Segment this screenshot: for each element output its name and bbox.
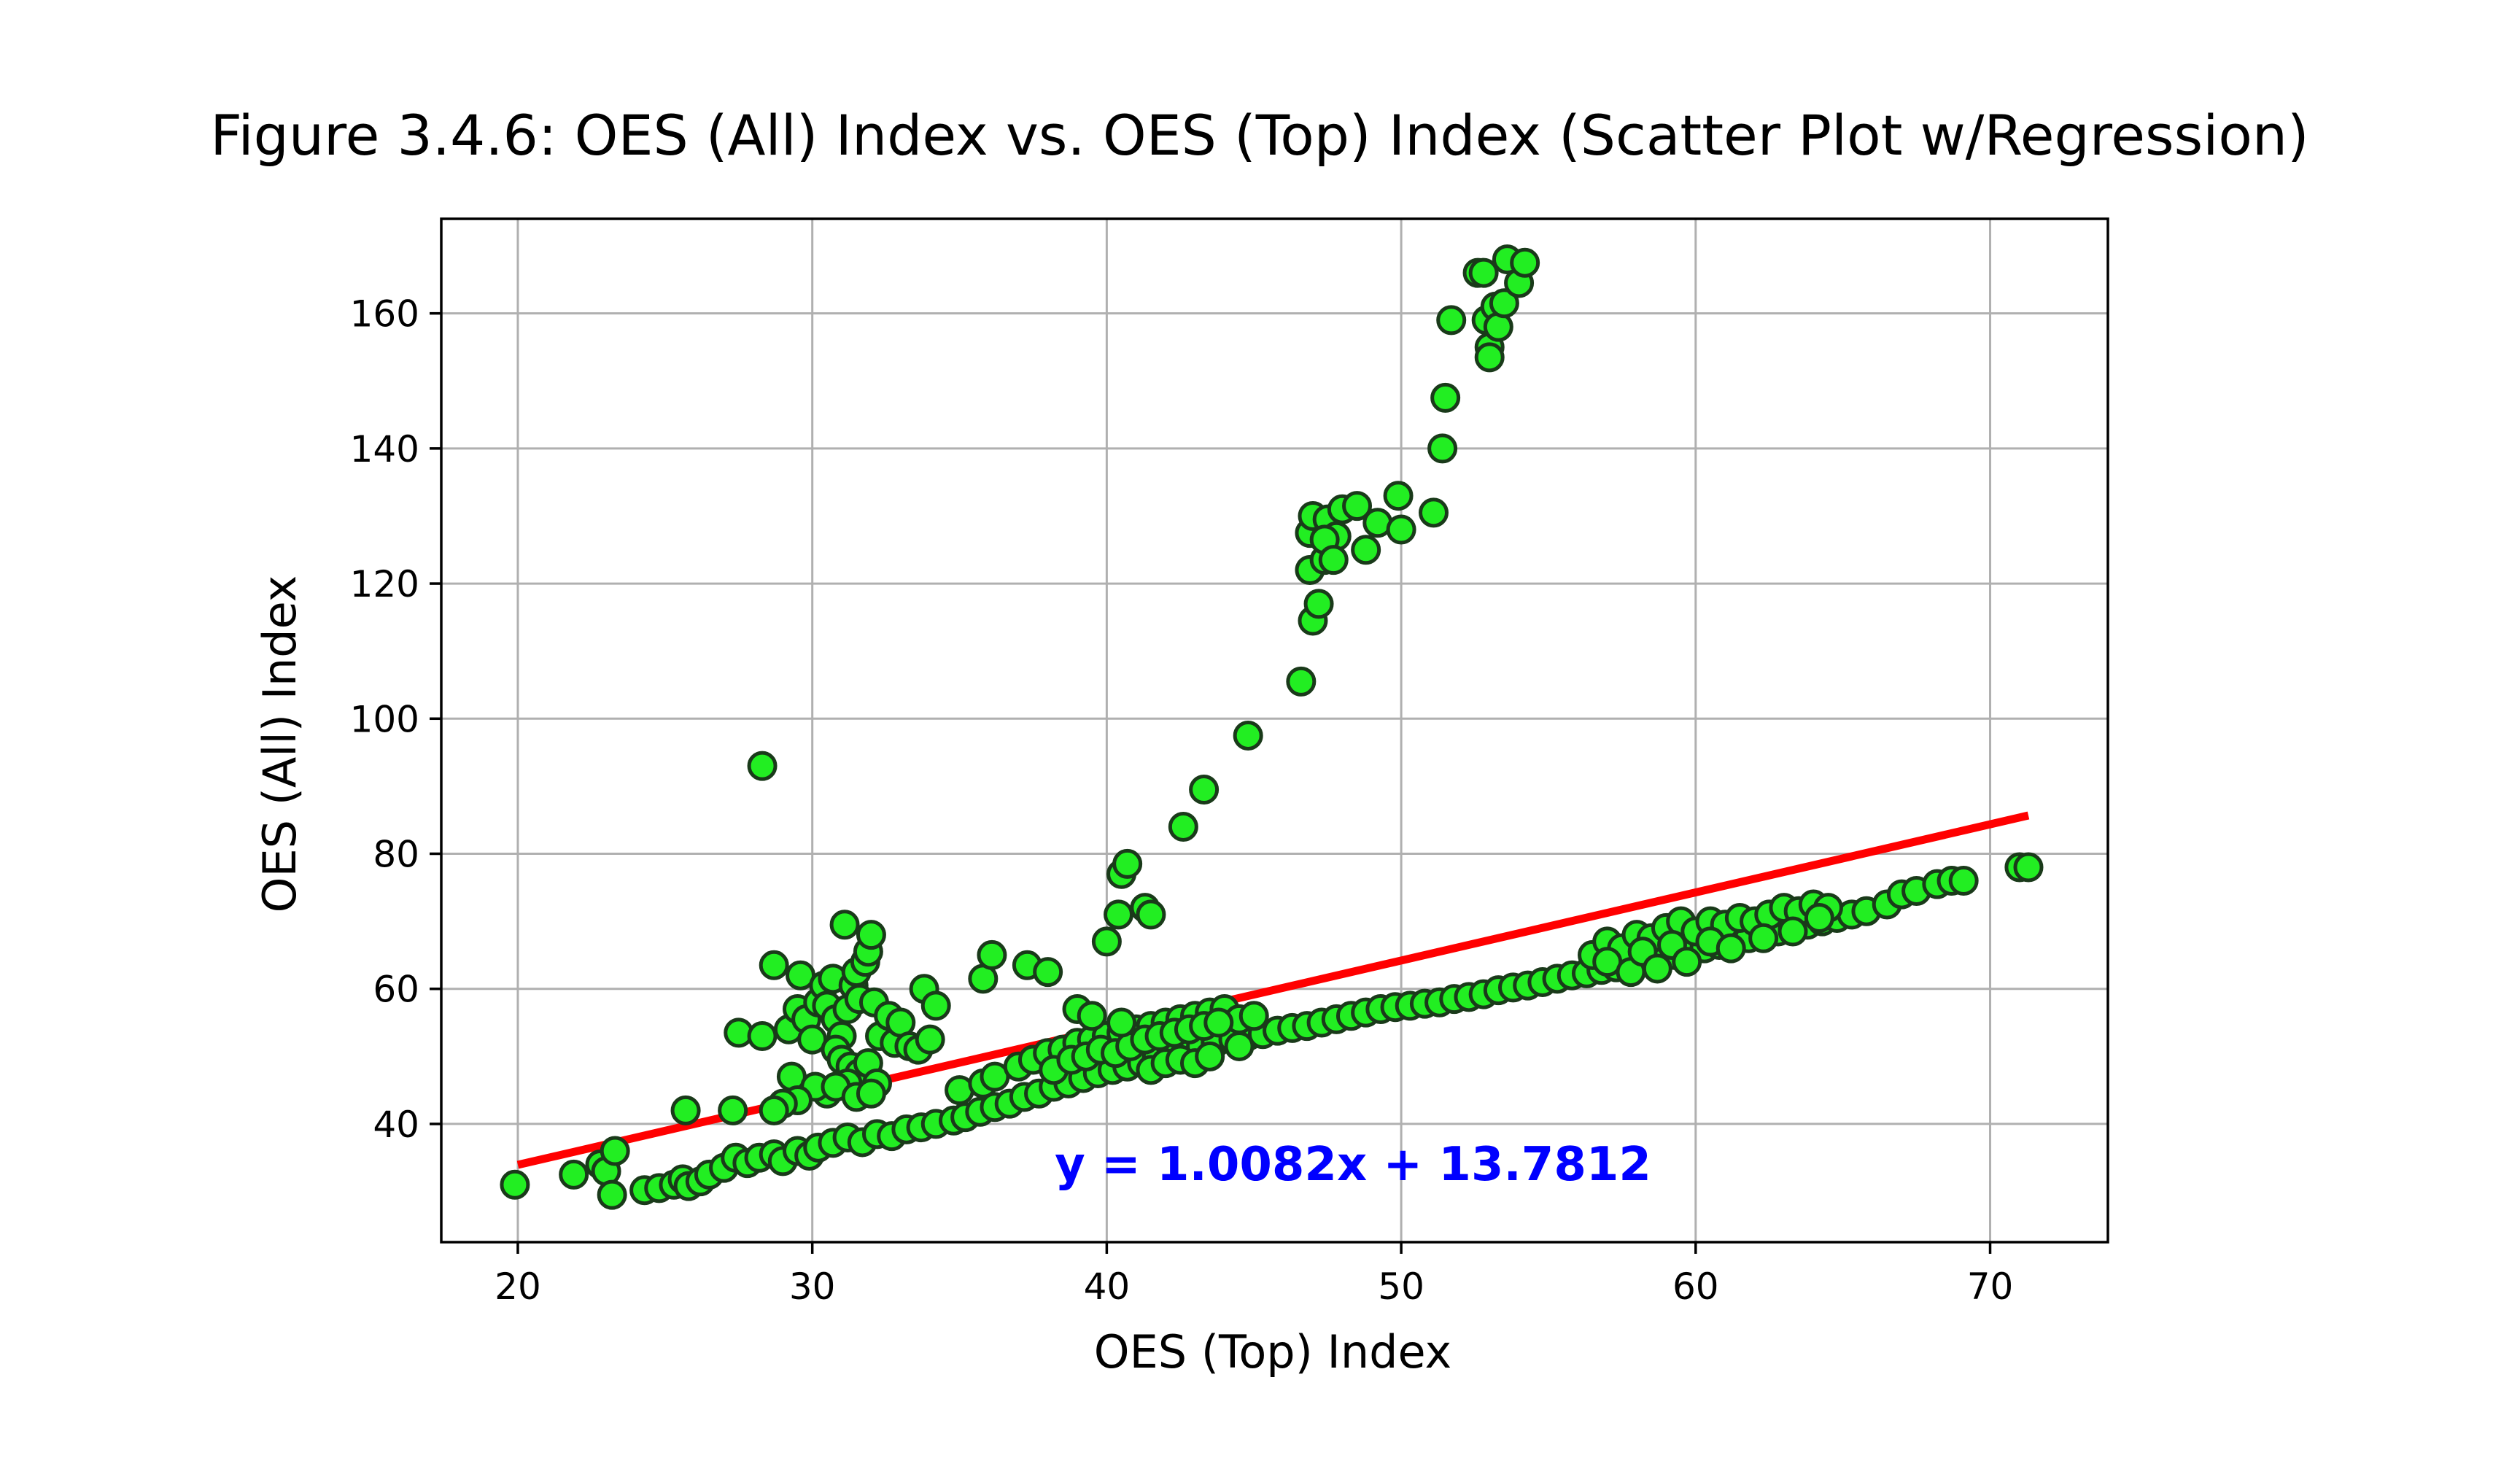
data-point bbox=[597, 1179, 627, 1210]
data-point bbox=[1419, 497, 1449, 528]
data-point bbox=[1948, 866, 1979, 896]
x-tick-label: 70 bbox=[1967, 1265, 2014, 1308]
y-tick-label: 120 bbox=[350, 563, 419, 605]
data-point bbox=[829, 910, 860, 940]
data-point bbox=[1748, 923, 1779, 953]
data-point bbox=[920, 991, 951, 1021]
y-tick-label: 100 bbox=[350, 698, 419, 740]
data-point bbox=[1474, 342, 1505, 373]
data-point bbox=[1195, 1041, 1225, 1071]
chart-title: Figure 3.4.6: OES (All) Index vs. OES (T… bbox=[210, 103, 2308, 168]
data-point bbox=[977, 939, 1007, 970]
x-tick-label: 20 bbox=[495, 1265, 541, 1308]
data-point bbox=[1104, 899, 1134, 930]
data-point bbox=[670, 1095, 701, 1125]
x-tick-label: 40 bbox=[1084, 1265, 1131, 1308]
data-point bbox=[1642, 953, 1672, 984]
data-point bbox=[1136, 899, 1166, 930]
data-point bbox=[1238, 1001, 1269, 1031]
data-point bbox=[759, 950, 789, 980]
data-point bbox=[1077, 1001, 1107, 1031]
data-point bbox=[747, 1021, 778, 1052]
data-point bbox=[1510, 247, 1540, 278]
data-point bbox=[1386, 514, 1416, 545]
plot-frame bbox=[440, 217, 2109, 1244]
data-point bbox=[1112, 848, 1143, 879]
y-axis-label: OES (All) Index bbox=[253, 575, 306, 913]
data-point bbox=[1351, 535, 1381, 565]
y-tick-label: 140 bbox=[350, 428, 419, 470]
data-point bbox=[1715, 933, 1746, 964]
data-point bbox=[747, 751, 778, 781]
grid-lines bbox=[441, 219, 2108, 1242]
data-point bbox=[1672, 947, 1702, 977]
data-point bbox=[2013, 852, 2044, 883]
data-point bbox=[1427, 433, 1458, 464]
x-axis-ticks: 20 30 40 50 60 70 bbox=[495, 1242, 2013, 1308]
data-point bbox=[1430, 382, 1461, 413]
data-point bbox=[1383, 481, 1414, 511]
data-point bbox=[1106, 1007, 1137, 1038]
data-point bbox=[1342, 491, 1373, 522]
data-point bbox=[915, 1024, 945, 1055]
data-point bbox=[856, 920, 886, 950]
scatter-points bbox=[500, 244, 2044, 1210]
data-point bbox=[1233, 720, 1263, 751]
data-point bbox=[1777, 916, 1808, 947]
data-point bbox=[559, 1159, 589, 1190]
x-axis-label: OES (Top) Index bbox=[1094, 1325, 1451, 1379]
data-point bbox=[1189, 775, 1220, 805]
data-point bbox=[1468, 257, 1499, 288]
data-point bbox=[1318, 545, 1349, 575]
y-axis-ticks: 40 60 80 100 120 140 160 bbox=[350, 293, 441, 1146]
data-point bbox=[1203, 1007, 1234, 1038]
data-point bbox=[500, 1169, 530, 1200]
regression-equation: y = 1.0082x + 13.7812 bbox=[1055, 1138, 1651, 1192]
x-tick-label: 50 bbox=[1378, 1265, 1424, 1308]
data-point bbox=[1303, 589, 1334, 619]
y-tick-label: 80 bbox=[373, 834, 419, 876]
data-point bbox=[1436, 305, 1467, 336]
data-point bbox=[600, 1136, 630, 1166]
data-point bbox=[856, 1078, 886, 1109]
data-point bbox=[1033, 957, 1063, 988]
data-point bbox=[1091, 926, 1122, 957]
data-point bbox=[1224, 1031, 1255, 1061]
data-point bbox=[1286, 666, 1317, 697]
y-tick-label: 60 bbox=[373, 969, 419, 1011]
data-point bbox=[1168, 811, 1198, 842]
data-point bbox=[718, 1095, 748, 1125]
y-tick-label: 160 bbox=[350, 293, 419, 336]
data-point bbox=[759, 1095, 789, 1125]
x-tick-label: 60 bbox=[1672, 1265, 1719, 1308]
y-tick-label: 40 bbox=[373, 1104, 419, 1146]
data-point bbox=[1489, 288, 1519, 319]
data-point bbox=[1804, 902, 1834, 933]
x-tick-label: 30 bbox=[789, 1265, 836, 1308]
